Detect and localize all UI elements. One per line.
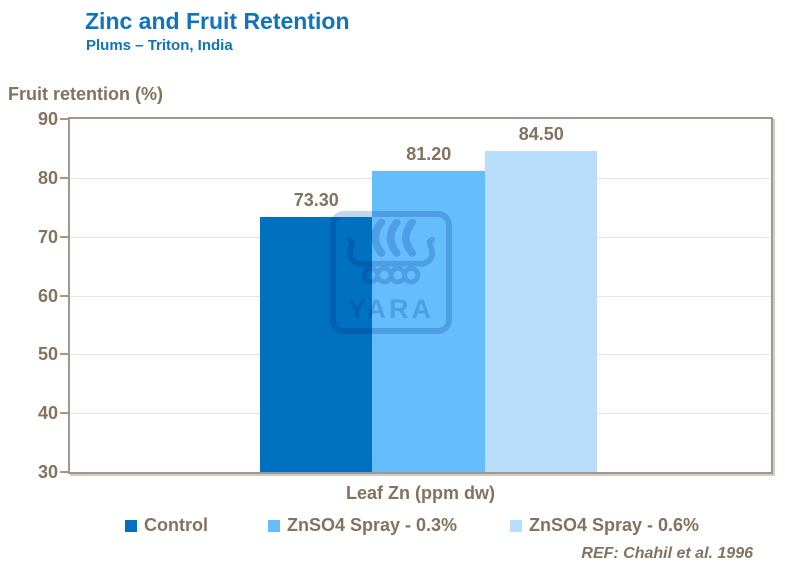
bar-column-znso4-0-3: 81.20 — [372, 119, 485, 472]
y-tick-mark — [60, 353, 68, 356]
legend-entry-znso4-0-6: ZnSO4 Spray - 0.6% — [510, 515, 699, 536]
reference-citation: REF: Chahil et al. 1996 — [581, 545, 753, 562]
yara-watermark-text: YARA — [347, 294, 435, 324]
y-axis-title: Fruit retention (%) — [8, 84, 163, 104]
y-tick-label: 30 — [37, 462, 58, 482]
legend-swatch-control — [125, 519, 137, 532]
bar-column-control: 73.30 — [259, 119, 373, 472]
y-tick-mark — [60, 294, 68, 297]
y-tick-label: 40 — [37, 403, 58, 424]
y-tick-label: 80 — [37, 167, 58, 188]
bar-znso4-0-6 — [484, 151, 598, 472]
legend-entry-znso4-0-3: ZnSO4 Spray - 0.3% — [268, 515, 457, 536]
legend-entry-control: Control — [125, 515, 208, 536]
y-tick-mark — [60, 412, 68, 415]
chart-title: Zinc and Fruit Retention — [85, 8, 350, 34]
y-tick-mark — [60, 235, 68, 238]
bar-column-znso4-0-6: 84.50 — [484, 119, 598, 472]
y-tick-label: 60 — [37, 285, 58, 306]
legend-label: Control — [144, 515, 208, 535]
y-tick-mark — [60, 471, 68, 473]
legend-label: ZnSO4 Spray - 0.6% — [529, 515, 700, 535]
y-tick-mark — [60, 176, 68, 179]
bar-value-label: 81.20 — [406, 143, 452, 164]
y-tick-label: 90 — [37, 109, 58, 129]
y-tick-label: 70 — [37, 226, 58, 247]
chart-subtitle: Plums – Triton, India — [86, 37, 233, 54]
bar-value-label: 73.30 — [293, 190, 339, 211]
y-tick-label: 50 — [37, 344, 58, 365]
yara-watermark: YARA — [330, 211, 452, 334]
legend-swatch-znso4-0-6 — [510, 519, 522, 532]
bar-znso4-0-3 — [372, 170, 485, 472]
viking-ship-icon — [343, 218, 439, 294]
plot-area: 90 80 70 60 50 40 30 73.30 81.20 84.50 — [38, 109, 773, 482]
legend-swatch-znso4-0-3 — [268, 519, 280, 532]
x-axis-title: Leaf Zn (ppm dw) — [346, 483, 495, 503]
y-tick-mark — [60, 118, 68, 120]
bar-value-label: 84.50 — [518, 124, 564, 145]
legend-label: ZnSO4 Spray - 0.3% — [287, 515, 458, 535]
